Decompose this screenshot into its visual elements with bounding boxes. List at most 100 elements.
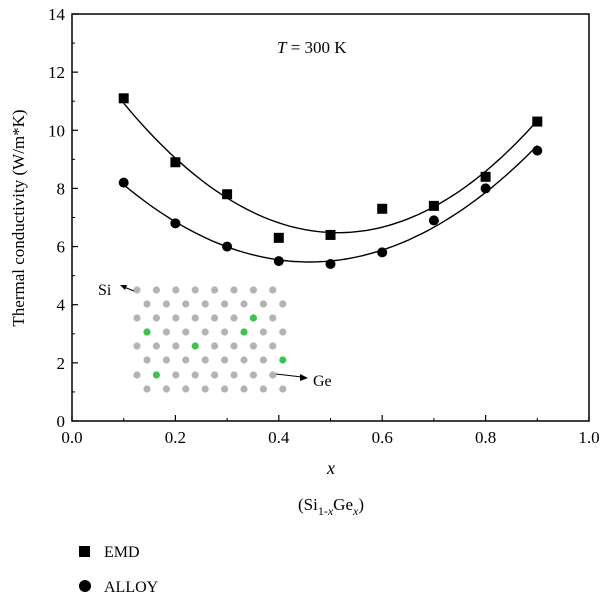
si-atom — [249, 286, 257, 294]
si-atom — [133, 342, 141, 350]
si-atom — [201, 300, 209, 308]
si-atom — [230, 342, 238, 350]
si-atom — [259, 328, 267, 336]
data-point-emd — [377, 203, 388, 214]
si-atom — [279, 328, 287, 336]
legend-alloy-label: ALLOY — [104, 579, 159, 596]
si-atom — [259, 356, 267, 364]
si-atom — [230, 314, 238, 322]
si-atom — [259, 385, 267, 393]
y-tick-label: 14 — [48, 5, 66, 24]
data-point-alloy — [480, 183, 491, 194]
y-axis-ticks: 0 2 4 6 8 10 12 14 — [48, 5, 78, 431]
fit-curve-emd — [123, 102, 538, 234]
si-atom — [172, 342, 180, 350]
si-atom — [182, 328, 190, 336]
temperature-value: = 300 K — [286, 38, 347, 57]
si-atom — [191, 286, 199, 294]
si-atom — [269, 371, 277, 379]
si-atom — [221, 300, 229, 308]
y-tick-label: 6 — [57, 238, 66, 257]
x-tick-label: 0.0 — [61, 428, 82, 447]
y-tick-label: 12 — [48, 63, 65, 82]
temperature-annotation: T = 300 K — [277, 38, 347, 57]
si-atom — [143, 300, 151, 308]
x-axis-ticks: 0.0 0.2 0.4 0.6 0.8 1.0 — [61, 415, 600, 447]
data-point-emd — [222, 189, 233, 200]
x-tick-label: 0.4 — [268, 428, 290, 447]
si-atom — [152, 342, 160, 350]
legend-alloy-marker — [79, 580, 91, 592]
x-tick-label: 0.6 — [372, 428, 393, 447]
si-atom — [249, 371, 257, 379]
si-atom — [182, 300, 190, 308]
ge-atom — [249, 314, 257, 322]
y-tick-label: 4 — [57, 296, 66, 315]
si-atom — [172, 371, 180, 379]
data-point-alloy — [532, 145, 543, 156]
x-tick-label: 0.8 — [475, 428, 496, 447]
si-atom — [191, 314, 199, 322]
si-atom — [249, 342, 257, 350]
si-atom — [279, 385, 287, 393]
data-point-emd — [118, 93, 129, 104]
data-point-alloy — [428, 215, 439, 226]
si-atom — [133, 314, 141, 322]
ge-atom — [191, 342, 199, 350]
si-atom — [143, 385, 151, 393]
data-point-emd — [325, 229, 336, 240]
si-atom — [162, 356, 170, 364]
si-atom — [269, 342, 277, 350]
si-atom — [201, 356, 209, 364]
si-atom — [152, 286, 160, 294]
si-atom — [259, 300, 267, 308]
si-atom — [230, 371, 238, 379]
si-atom — [211, 342, 219, 350]
si-atom — [221, 385, 229, 393]
ge-atom — [143, 328, 151, 336]
data-point-alloy — [118, 177, 129, 188]
si-atom — [240, 300, 248, 308]
y-tick-label: 10 — [48, 121, 65, 140]
si-atom — [230, 286, 238, 294]
y-axis-label: Thermal conductivity (W/m*K) — [9, 109, 28, 326]
si-atom — [162, 300, 170, 308]
data-point-emd — [480, 171, 491, 182]
si-atom — [152, 314, 160, 322]
inset-ge-arrow — [275, 373, 303, 378]
y-tick-label: 8 — [57, 179, 66, 198]
legend-emd-marker — [79, 546, 90, 557]
si-atom — [162, 385, 170, 393]
si-atom — [201, 328, 209, 336]
lattice-inset — [133, 286, 287, 393]
si-atom — [191, 371, 199, 379]
ge-atom — [240, 328, 248, 336]
si-atom — [172, 314, 180, 322]
data-point-emd — [273, 232, 284, 243]
data-point-alloy — [222, 241, 233, 252]
inset-si-label: Si — [98, 282, 112, 299]
inset-si-arrowhead — [120, 285, 127, 290]
si-atom — [269, 314, 277, 322]
si-atom — [279, 300, 287, 308]
data-points — [118, 93, 543, 270]
si-atom — [211, 314, 219, 322]
ge-atom — [279, 356, 287, 364]
legend-emd-label: EMD — [104, 544, 140, 561]
si-atom — [162, 328, 170, 336]
data-point-emd — [428, 200, 439, 211]
data-point-emd — [170, 157, 181, 168]
x-tick-label: 0.2 — [165, 428, 186, 447]
data-point-alloy — [273, 256, 284, 267]
data-point-alloy — [377, 247, 388, 258]
si-atom — [201, 385, 209, 393]
si-atom — [133, 286, 141, 294]
y-tick-label: 0 — [57, 412, 66, 431]
si-atom — [240, 385, 248, 393]
si-atom — [240, 356, 248, 364]
si-atom — [269, 286, 277, 294]
legend: EMD ALLOY — [79, 544, 159, 596]
si-atom — [133, 371, 141, 379]
si-atom — [211, 371, 219, 379]
